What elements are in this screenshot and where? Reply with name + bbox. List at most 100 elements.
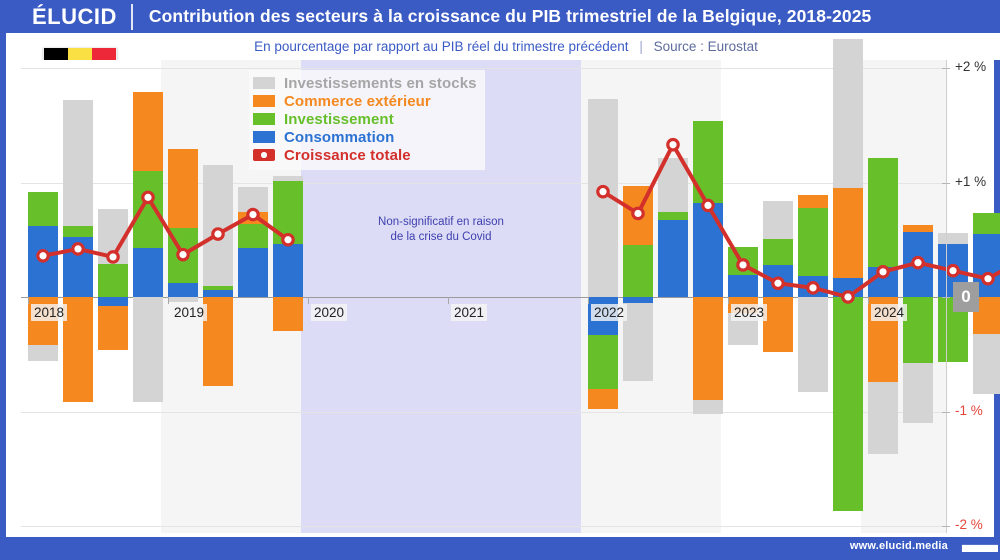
bar-segment <box>658 158 688 213</box>
x-axis-year-label: 2018 <box>31 304 68 321</box>
header-divider <box>130 3 133 30</box>
bar-segment <box>973 213 1000 235</box>
y-axis-tick <box>942 526 950 527</box>
bar-segment <box>238 247 268 297</box>
bar-segment <box>623 245 653 297</box>
bar-segment <box>98 297 128 307</box>
y-axis-label: +1 % <box>955 173 987 189</box>
bar-segment <box>273 181 303 245</box>
page-footer: www.elucid.media <box>6 537 1000 554</box>
bar-segment <box>763 238 793 265</box>
brand-logo: ÉLUCID <box>32 3 117 29</box>
bar-segment <box>98 306 128 350</box>
bar-segment <box>763 200 793 239</box>
bar-segment <box>203 297 233 387</box>
bar-segment <box>938 232 968 245</box>
legend-swatch-icon <box>253 77 275 89</box>
x-axis-tick <box>588 297 589 304</box>
watermark-text: www.elucid.media <box>849 539 948 552</box>
bar-segment <box>693 297 723 401</box>
bar-segment <box>623 297 653 303</box>
bar-segment <box>623 185 653 246</box>
y-axis-tick <box>942 297 950 298</box>
bar-segment <box>868 158 898 268</box>
covid-annotation: Non-significatif en raison de la crise d… <box>331 215 551 245</box>
bar-segment <box>693 203 723 297</box>
bar-segment <box>28 345 58 362</box>
bar-segment <box>798 297 828 393</box>
bar-segment <box>168 228 198 284</box>
legend-line-marker-icon <box>253 149 275 161</box>
x-axis-year-label: 2022 <box>591 304 628 321</box>
bar-segment <box>238 212 268 224</box>
legend-swatch-icon <box>253 95 275 107</box>
covid-annotation-line2: de la crise du Covid <box>390 231 492 243</box>
bar-segment <box>903 231 933 297</box>
bar-segment <box>203 285 233 291</box>
bar-segment <box>168 149 198 229</box>
bar-segment <box>658 212 688 221</box>
x-axis-tick <box>308 297 309 304</box>
x-axis-year-label: 2023 <box>731 304 768 321</box>
y-axis-label: -1 % <box>955 402 983 418</box>
bar-segment <box>728 275 758 297</box>
bar-segment <box>273 297 303 332</box>
legend-label: Investissements en stocks <box>284 74 477 92</box>
x-axis-tick <box>868 297 869 304</box>
bar-segment <box>763 297 793 352</box>
x-axis-tick <box>448 297 449 304</box>
bar-segment <box>238 187 268 213</box>
x-axis-year-label: 2020 <box>311 304 348 321</box>
bar-segment <box>693 400 723 414</box>
bar-segment <box>98 208 128 264</box>
y-axis-label: -2 % <box>955 517 983 532</box>
bar-segment <box>798 276 828 297</box>
bar-segment <box>763 264 793 297</box>
x-axis-tick <box>28 297 29 304</box>
bar-segment <box>903 224 933 232</box>
bar-segment <box>903 363 933 423</box>
page-title: Contribution des secteurs à la croissanc… <box>148 6 872 26</box>
bar-segment <box>63 100 93 226</box>
bar-segment <box>168 297 198 302</box>
legend-item[interactable]: Investissements en stocks <box>253 74 477 92</box>
y-axis-tick <box>942 182 950 184</box>
legend-label: Croissance totale <box>284 146 411 164</box>
y-axis-zero-badge: 0 <box>953 282 979 312</box>
bar-segment <box>588 334 618 389</box>
legend-item[interactable]: Commerce extérieur <box>253 92 477 110</box>
y-axis-label: +2 % <box>955 59 987 74</box>
legend-item[interactable]: Investissement <box>253 110 477 128</box>
bar-segment <box>273 175 303 182</box>
gridline <box>21 68 946 69</box>
bar-segment <box>133 297 163 403</box>
y-axis-line <box>946 60 947 533</box>
bar-segment <box>588 98 618 297</box>
legend-swatch-icon <box>253 113 275 125</box>
covid-annotation-line1: Non-significatif en raison <box>378 216 504 228</box>
subtitle-main: En pourcentage par rapport au PIB réel d… <box>254 39 629 54</box>
bar-segment <box>133 247 163 297</box>
legend-item[interactable]: Consommation <box>253 128 477 146</box>
x-axis-tick <box>728 297 729 304</box>
zero-line <box>21 296 946 299</box>
bar-segment <box>798 195 828 208</box>
bar-segment <box>693 120 723 204</box>
legend-label: Commerce extérieur <box>284 92 431 110</box>
bar-segment <box>28 191 58 226</box>
y-axis-tick <box>942 68 950 69</box>
bar-segment <box>63 226 93 238</box>
bar-segment <box>133 92 163 172</box>
legend-item[interactable]: Croissance totale <box>253 146 477 164</box>
bar-segment <box>273 244 303 297</box>
x-axis-year-label: 2019 <box>171 304 208 321</box>
bar-segment <box>868 381 898 454</box>
bar-segment <box>868 267 898 297</box>
subtitle-text: En pourcentage par rapport au PIB réel d… <box>254 39 758 54</box>
bar-segment <box>833 277 863 297</box>
gridline <box>21 411 946 413</box>
bar-segment <box>168 283 198 297</box>
source-text: Source : Eurostat <box>653 39 758 54</box>
x-axis-year-label: 2021 <box>451 304 488 321</box>
